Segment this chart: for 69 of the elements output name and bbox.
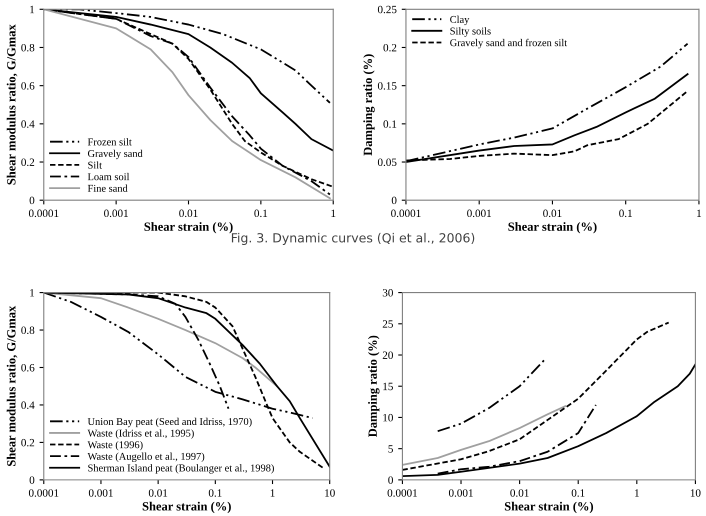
x-tick-label: 10 (690, 489, 701, 497)
y-tick-label: 0 (388, 476, 393, 484)
y-tick-label: 0.1 (383, 120, 396, 128)
legend-label: Waste (1996) (88, 440, 143, 450)
y-tick-label: 20 (382, 351, 393, 359)
x-tick-label: 0.1 (208, 489, 222, 497)
y-tick-label: 10 (383, 414, 393, 422)
x-tick-label: 0.0001 (391, 210, 421, 218)
y-tick-label: 0.25 (378, 6, 396, 14)
y-tick-label: 15 (383, 382, 393, 390)
y-tick-label: 0.6 (21, 364, 34, 372)
legend-label: Waste (Augello et al., 1997) (88, 452, 204, 462)
y-tick-label: 0 (392, 196, 396, 204)
y-tick-label: 0.05 (378, 158, 396, 166)
y-tick-label: 0.6 (21, 82, 34, 90)
x-tick-label: 0.01 (543, 210, 562, 218)
x-axis-title: Shear strain (%) (142, 502, 231, 514)
x-tick-label: 0.0001 (28, 210, 58, 218)
x-tick-label: 0.0001 (28, 489, 58, 497)
y-tick-label: 5 (388, 445, 393, 453)
y-tick-label: 0.2 (21, 158, 34, 166)
caption: Fig. 3. Dynamic curves (Qi et al., 2006) (232, 232, 474, 245)
y-tick-label: 1 (30, 6, 34, 14)
legend-label: Gravely sand and frozen silt (450, 38, 568, 48)
x-axis-title: Shear strain (%) (504, 502, 594, 514)
legend-label: Silty soils (450, 27, 491, 37)
y-tick-label: 0.15 (378, 82, 396, 90)
x-tick-label: 1 (270, 489, 275, 497)
x-tick-label: 0.001 (88, 489, 113, 497)
x-tick-label: 1 (697, 210, 702, 217)
y-axis-title: Shear modulus ratio, G/Gmax (6, 306, 18, 466)
x-axis-title: Shear strain (%) (144, 222, 233, 234)
x-tick-label: 0.001 (467, 210, 492, 218)
y-axis-title: Shear modulus ratio, G/Gmax (6, 24, 18, 185)
y-tick-label: 0.4 (21, 120, 35, 128)
x-tick-label: 1 (635, 489, 639, 497)
legend-label: Gravely sand (88, 150, 143, 160)
legend-label: Loam soil (88, 172, 130, 180)
y-tick-label: 0.2 (21, 438, 34, 446)
x-tick-label: 10 (325, 489, 335, 497)
legend-label: Fine sand (88, 184, 128, 192)
y-tick-label: 25 (382, 320, 393, 328)
x-tick-label: 0.1 (572, 489, 584, 497)
x-tick-label: 0.01 (148, 489, 168, 497)
legend-label: Waste (Idriss et al., 1995) (88, 429, 194, 439)
y-tick-label: 0.4 (21, 401, 35, 409)
x-tick-label: 0.01 (179, 210, 198, 218)
x-tick-label: 1 (331, 210, 336, 217)
legend-label: Silt (88, 161, 102, 169)
legend-label: Sherman Island peat (Boulanger et al., 1998) (88, 464, 274, 474)
x-tick-label: 0.0001 (388, 489, 418, 497)
legend-label: Frozen silt (88, 138, 132, 146)
y-tick-label: 0.8 (21, 44, 34, 52)
y-axis-title: Damping ratio (%) (368, 336, 380, 438)
x-tick-label: 0.001 (448, 489, 473, 497)
y-tick-label: 0.8 (21, 326, 34, 334)
y-tick-label: 1 (30, 289, 34, 296)
x-tick-label: 0.1 (619, 210, 632, 218)
y-axis-title: Damping ratio (%) (363, 54, 375, 156)
y-tick-label: 0 (30, 476, 34, 484)
legend-label: Union Bay peat (Seed and Idriss, 1970) (88, 418, 252, 428)
y-tick-label: 30 (382, 289, 393, 297)
x-tick-label: 0.1 (254, 210, 268, 218)
y-tick-label: 0 (30, 196, 34, 204)
y-tick-label: 0.2 (383, 44, 396, 52)
x-tick-label: 0.001 (104, 210, 128, 218)
legend-label: Clay (450, 16, 470, 26)
x-tick-label: 0.01 (510, 489, 529, 497)
x-axis-title: Shear strain (%) (508, 222, 597, 234)
